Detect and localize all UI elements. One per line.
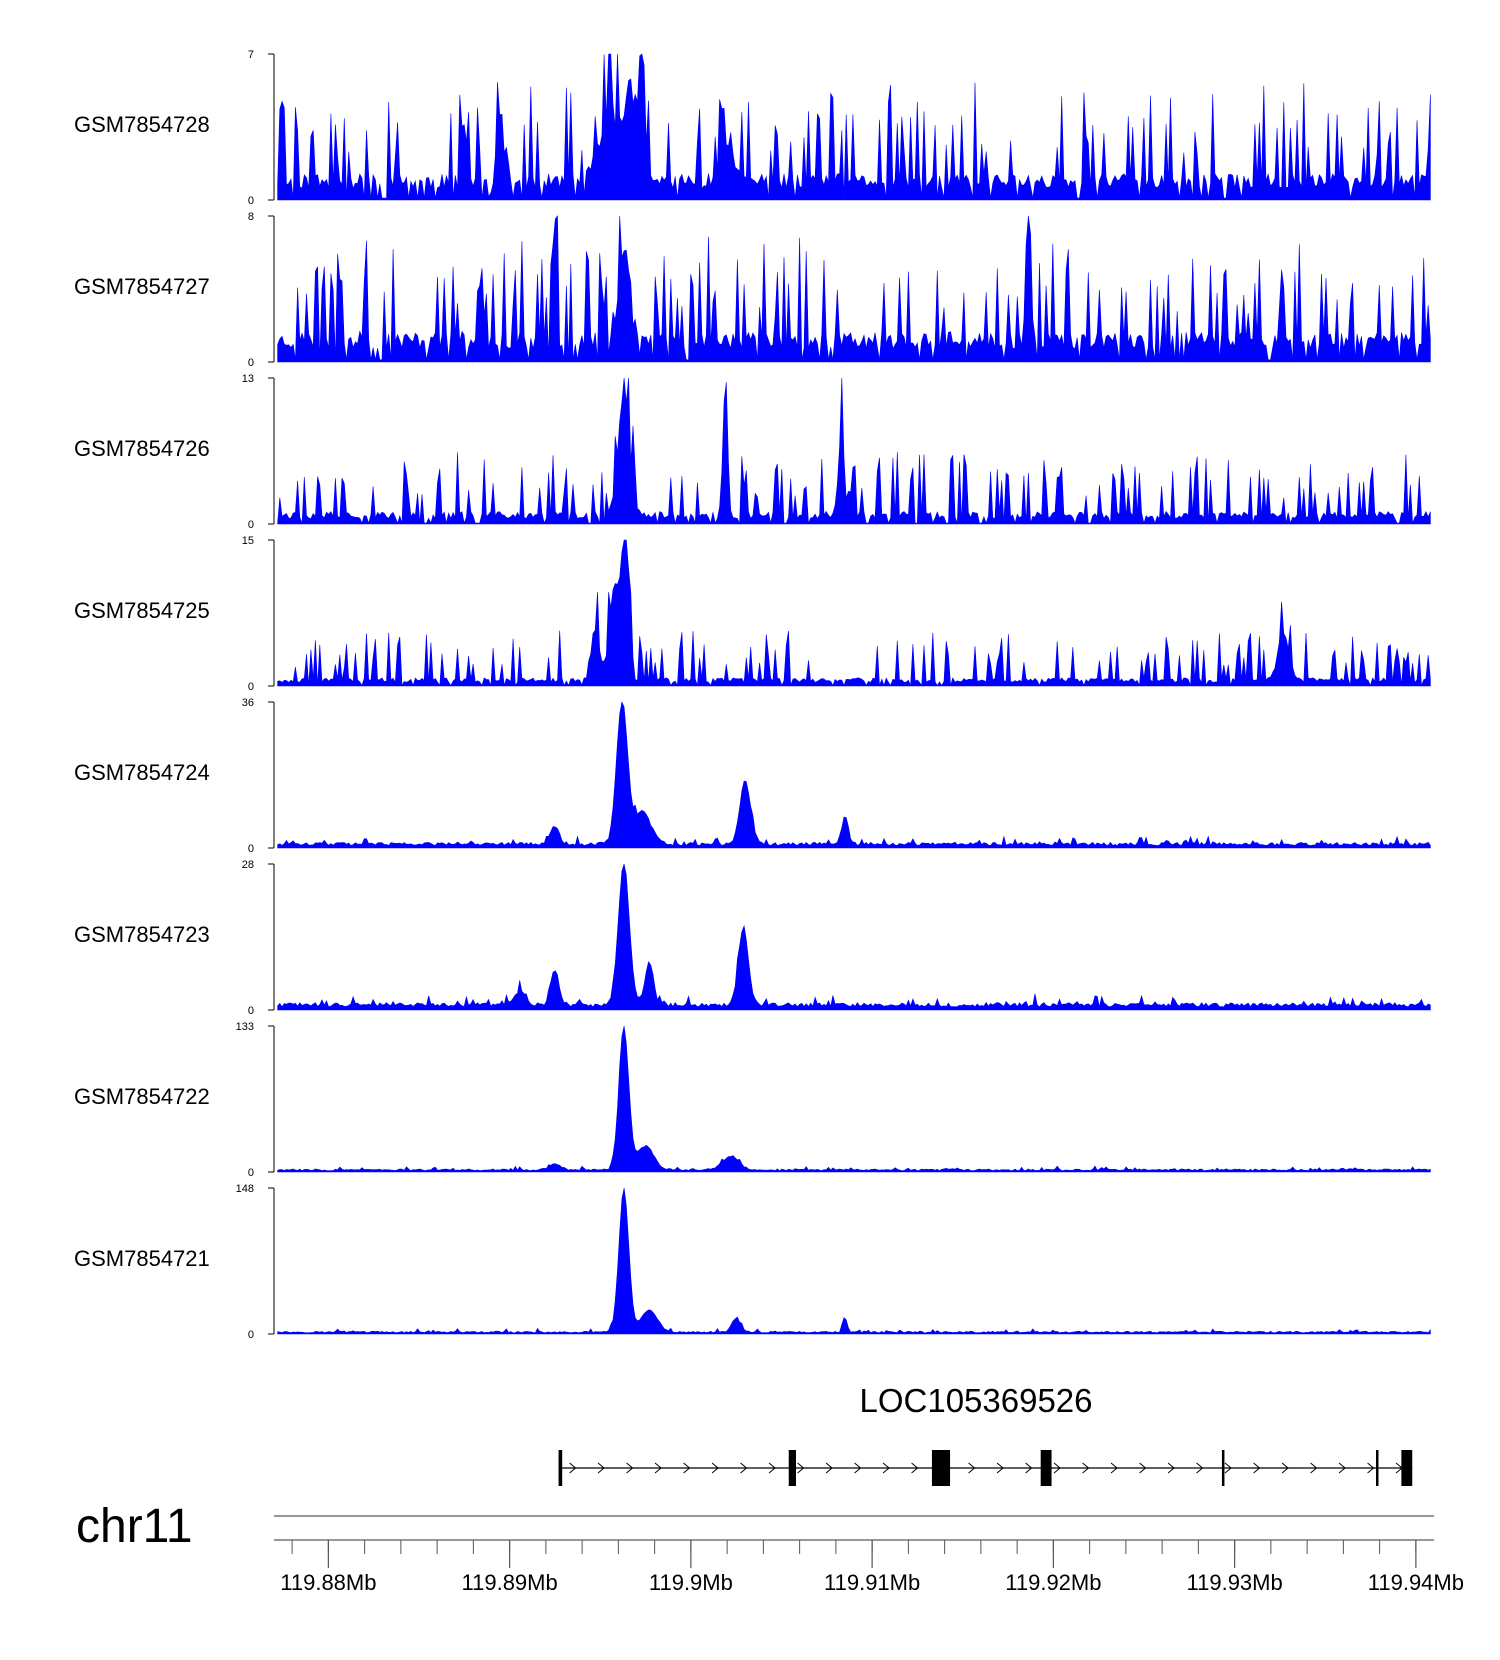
track-scale-min: 0 [248, 681, 254, 693]
track-scale-min: 0 [248, 1005, 254, 1017]
coverage-area [277, 700, 1431, 849]
tick-label: 119.91Mb [824, 1570, 920, 1595]
strand-arrow [1196, 1462, 1204, 1474]
tick-label: 119.88Mb [280, 1570, 376, 1595]
coverage-area [277, 53, 1431, 201]
track-GSM7854725: GSM7854725 15 0 [74, 535, 1431, 693]
track-scale-min: 0 [248, 357, 254, 369]
track-scale-max: 8 [248, 211, 254, 223]
track-label: GSM7854724 [74, 760, 210, 785]
chromosome-label: chr11 [76, 1500, 193, 1553]
strand-arrow [1082, 1462, 1090, 1474]
gene-exon [1040, 1450, 1052, 1486]
coverage-area [277, 863, 1431, 1011]
gene-exon [1401, 1450, 1413, 1486]
track-scale-min: 0 [248, 1167, 254, 1179]
track-label: GSM7854721 [74, 1246, 210, 1271]
strand-arrow [825, 1462, 833, 1474]
track-label: GSM7854725 [74, 598, 210, 623]
track-scale-max: 13 [242, 373, 254, 385]
gene-exon [558, 1450, 563, 1486]
gene-exon [1221, 1450, 1225, 1486]
strand-arrow [1167, 1462, 1175, 1474]
track-scale-min: 0 [248, 195, 254, 207]
strand-arrow [1281, 1462, 1289, 1474]
strand-arrow [569, 1462, 577, 1474]
strand-arrow [711, 1462, 719, 1474]
track-scale-min: 0 [248, 843, 254, 855]
track-GSM7854727: GSM7854727 8 0 [74, 211, 1431, 369]
strand-arrow [1367, 1462, 1375, 1474]
track-label: GSM7854722 [74, 1084, 210, 1109]
strand-arrow [1053, 1462, 1061, 1474]
strand-arrow [1310, 1462, 1318, 1474]
coverage-area [277, 1187, 1431, 1335]
genome-axis: chr11 119.88Mb 119.89Mb 119.9Mb 119.91Mb 119… [76, 1500, 1464, 1595]
track-scale-max: 28 [242, 859, 254, 871]
tick-label: 119.89Mb [462, 1570, 558, 1595]
gene-exon [1376, 1450, 1379, 1486]
tick-label: 119.94Mb [1368, 1570, 1464, 1595]
track-scale-min: 0 [248, 519, 254, 531]
track-scale-max: 148 [236, 1183, 254, 1195]
strand-arrow [797, 1462, 805, 1474]
strand-arrow [1253, 1462, 1261, 1474]
track-GSM7854728: GSM7854728 7 0 [74, 49, 1431, 207]
track-label: GSM7854723 [74, 922, 210, 947]
strand-arrow [968, 1462, 976, 1474]
strand-arrow [1139, 1462, 1147, 1474]
coverage-area [277, 539, 1431, 687]
strand-arrow [768, 1462, 776, 1474]
track-scale-max: 133 [236, 1021, 254, 1033]
track-scale-min: 0 [248, 1329, 254, 1341]
strand-arrow [854, 1462, 862, 1474]
strand-arrow [654, 1462, 662, 1474]
gene-exon [931, 1450, 951, 1486]
track-scale-max: 7 [248, 49, 254, 61]
coverage-area [277, 377, 1431, 525]
track-label: GSM7854726 [74, 436, 210, 461]
gene-name-label: LOC105369526 [859, 1382, 1092, 1419]
tick-label: 119.93Mb [1187, 1570, 1283, 1595]
track-GSM7854726: GSM7854726 13 0 [74, 373, 1431, 531]
strand-arrow [882, 1462, 890, 1474]
strand-arrow [597, 1462, 605, 1474]
track-scale-max: 15 [242, 535, 254, 547]
gene-track: LOC105369526 [558, 1382, 1413, 1486]
track-GSM7854724: GSM7854724 36 0 [74, 697, 1431, 855]
strand-arrow [683, 1462, 691, 1474]
strand-arrow [626, 1462, 634, 1474]
strand-arrow [911, 1462, 919, 1474]
track-label: GSM7854728 [74, 112, 210, 137]
strand-arrow [740, 1462, 748, 1474]
track-GSM7854721: GSM7854721 148 0 [74, 1183, 1431, 1341]
track-label: GSM7854727 [74, 274, 210, 299]
track-GSM7854723: GSM7854723 28 0 [74, 859, 1431, 1017]
strand-arrow [996, 1462, 1004, 1474]
strand-arrow [1224, 1462, 1232, 1474]
strand-arrow [1338, 1462, 1346, 1474]
coverage-area [277, 1025, 1431, 1173]
tick-label: 119.92Mb [1005, 1570, 1101, 1595]
strand-arrow [1110, 1462, 1118, 1474]
coverage-tracks: GSM785472870GSM785472780GSM7854726130GSM… [74, 49, 1431, 1341]
strand-arrow [1025, 1462, 1033, 1474]
coverage-area [277, 215, 1431, 363]
gene-exon [788, 1450, 796, 1486]
tick-label: 119.9Mb [649, 1570, 733, 1595]
track-scale-max: 36 [242, 697, 254, 709]
track-GSM7854722: GSM7854722 133 0 [74, 1021, 1431, 1179]
